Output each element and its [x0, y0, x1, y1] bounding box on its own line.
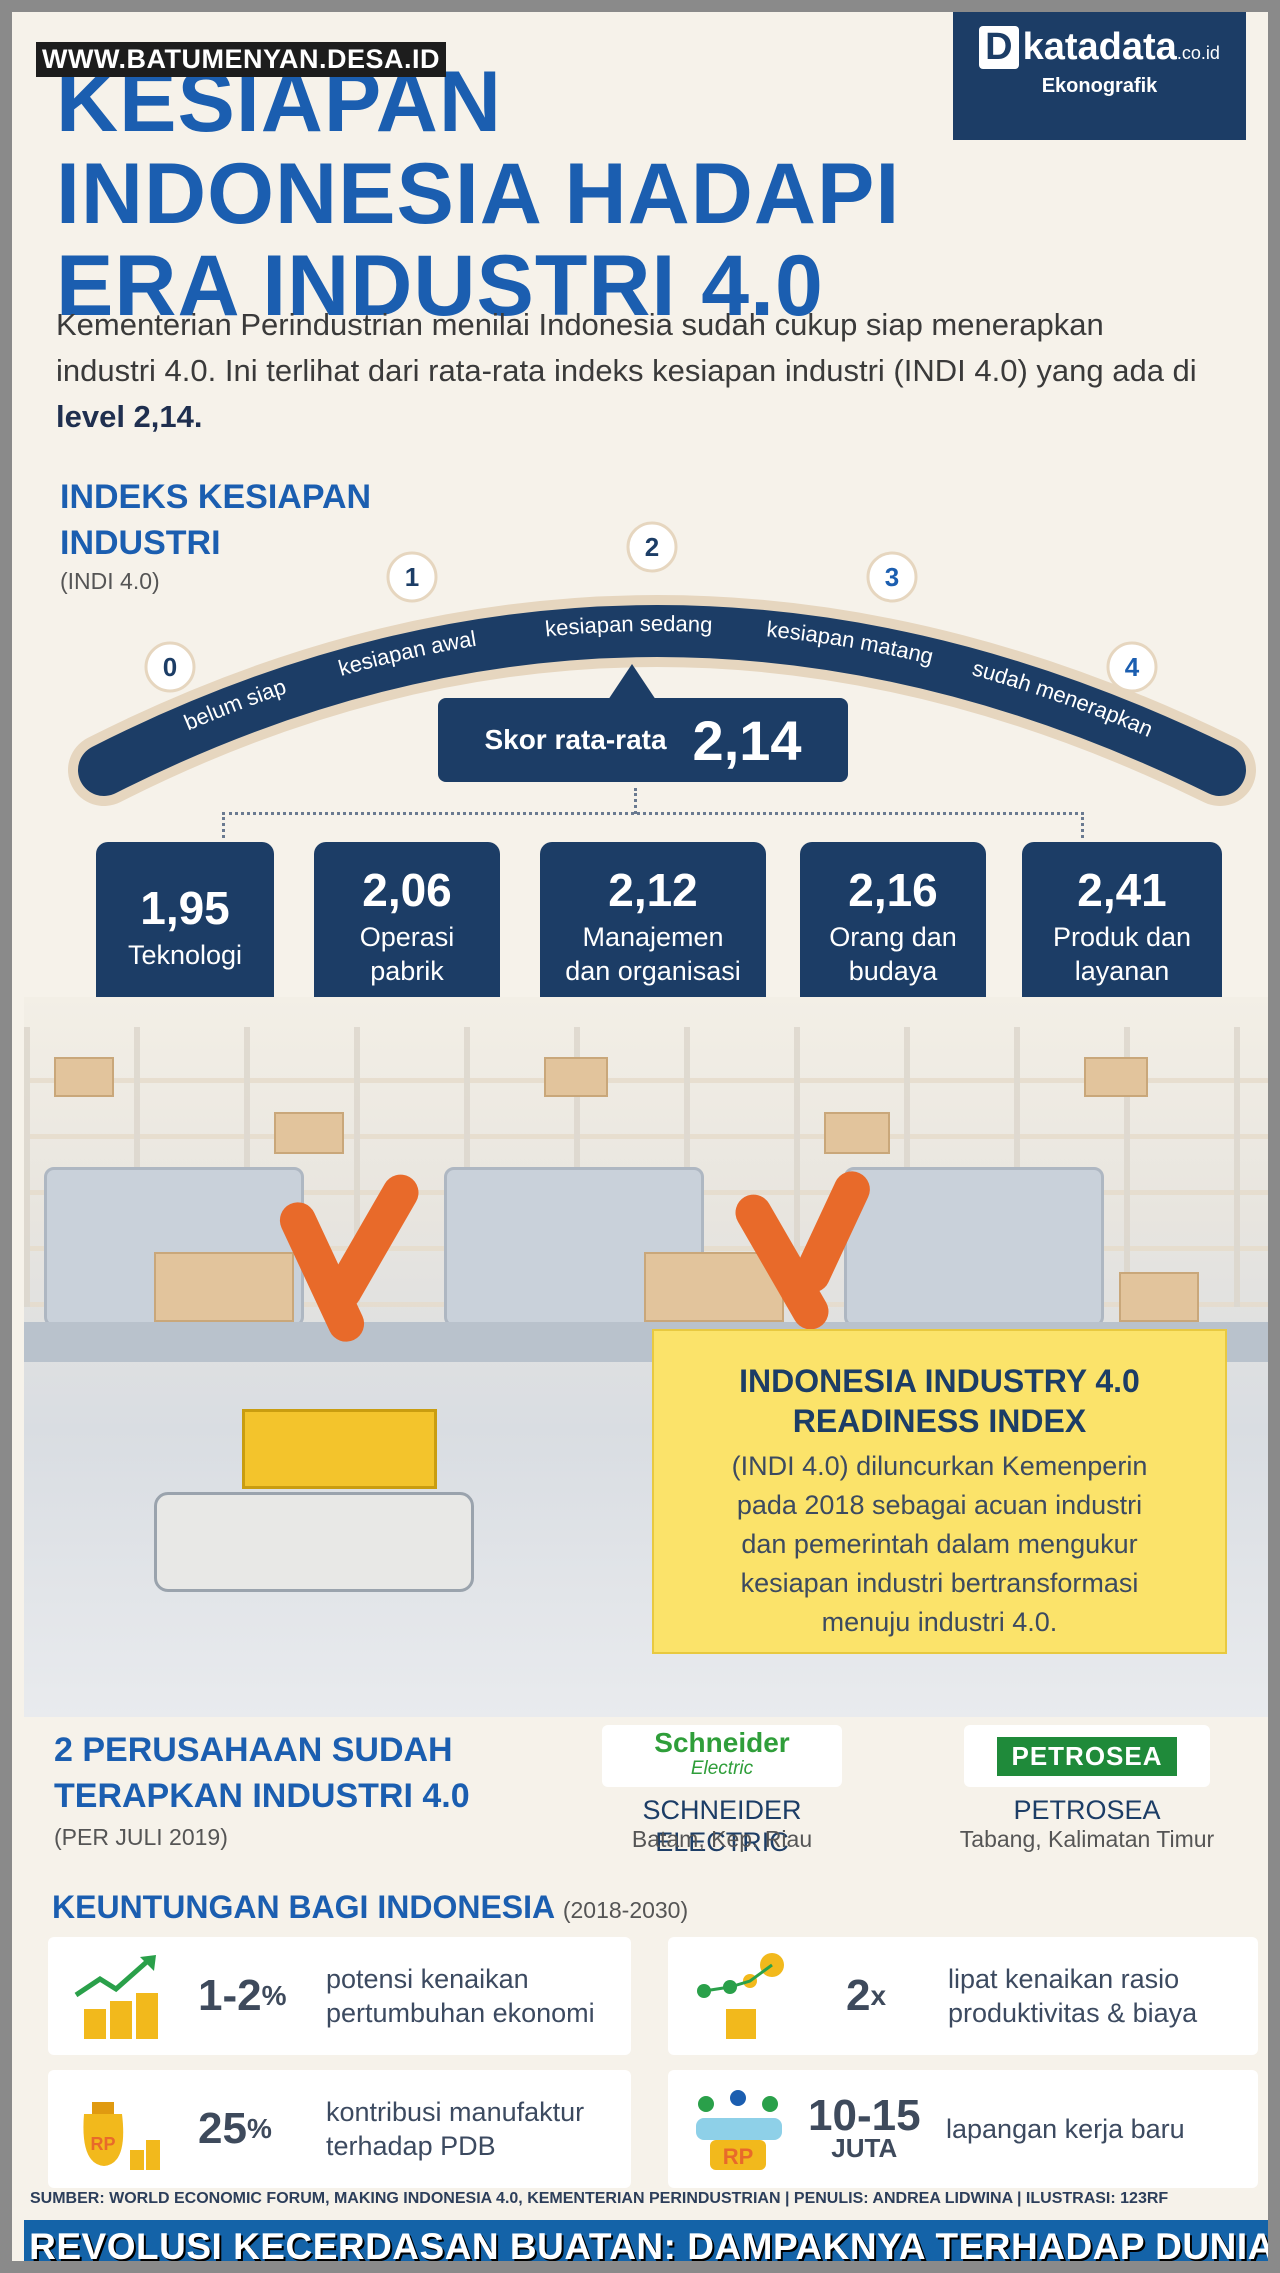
schneider-logo: Schneider Electric — [602, 1725, 842, 1787]
growth-chart-coins-icon — [74, 1955, 158, 2039]
card-operasi-pabrik: 2,06 Operasi pabrik — [314, 842, 500, 1014]
intro-text: Kementerian Perindustrian menilai Indone… — [56, 307, 1197, 434]
company-name-petrosea: PETROSEA — [1013, 1795, 1161, 1825]
svg-text:RP: RP — [90, 2134, 115, 2154]
scale-3: 3 — [885, 562, 899, 592]
index-subtitle: (INDI 4.0) — [60, 568, 160, 594]
money-bag-icon: RP — [83, 2102, 160, 2170]
benefit-text: lapangan kerja baru — [946, 2114, 1185, 2144]
benefit-growth: 1-2% potensi kenaikan pertumbuhan ekonomi — [48, 1937, 631, 2055]
connector-bracket — [222, 812, 1084, 838]
card-teknologi: 1,95 Teknologi — [96, 842, 274, 1014]
company-location-petrosea: Tabang, Kalimatan Timur — [959, 1826, 1215, 1852]
sources-credits: SUMBER: WORLD ECONOMIC FORUM, MAKING IND… — [30, 2190, 1169, 2207]
benefit-value: 10-15 JUTA — [808, 2091, 921, 2163]
benefit-jobs: RP 10-15 JUTA lapangan kerja baru — [668, 2070, 1258, 2188]
scale-4: 4 — [1125, 652, 1140, 682]
score-value: 2,14 — [692, 708, 802, 772]
petrosea-logo: PETROSEA — [964, 1725, 1210, 1787]
card-produk-layanan: 2,41 Produk dan layanan — [1022, 842, 1222, 1014]
footer-banner: REVOLUSI KECERDASAN BUATAN: DAMPAKNYA TE… — [24, 2220, 1268, 2261]
yellow-crate — [242, 1409, 437, 1489]
average-score: Skor rata-rata 2,14 — [438, 664, 848, 782]
benefit-text: potensi kenaikan pertumbuhan ekonomi — [326, 1964, 595, 2028]
machine-3 — [844, 1167, 1104, 1327]
productivity-coins-icon — [697, 1953, 784, 2039]
agv-robot — [154, 1492, 474, 1592]
benefit-text: kontribusi manufaktur terhadap PDB — [326, 2097, 585, 2161]
card-orang-budaya: 2,16 Orang dan budaya — [800, 842, 986, 1014]
scale-0: 0 — [163, 652, 177, 682]
jobs-people-icon: RP — [696, 2090, 782, 2170]
index-title: INDEKS KESIAPAN INDUSTRI — [60, 478, 372, 562]
benefit-value: 1-2% — [198, 1971, 287, 2020]
svg-text:RP: RP — [723, 2144, 754, 2169]
benefit-gdp: RP 25% kontribusi manufaktur terhadap PDB — [48, 2070, 631, 2188]
scale-markers: 0 1 2 3 4 — [144, 521, 1158, 693]
scale-2: 2 — [645, 532, 659, 562]
card-manajemen-organisasi: 2,12 Manajemen dan organisasi — [540, 842, 766, 1014]
benefit-text: lipat kenaikan rasio produktivitas & biay… — [948, 1964, 1198, 2028]
info-box: INDONESIA INDUSTRY 4.0 READINESS INDEX (I… — [652, 1329, 1227, 1654]
pillar-cards: 1,95 Teknologi 2,06 Operasi pabrik 2,12 M… — [96, 842, 1226, 1014]
brand-sub: Ekonografik — [1041, 75, 1158, 97]
watermark: WWW.BATUMENYAN.DESA.ID — [36, 42, 446, 77]
katadata-d-icon: D — [979, 26, 1019, 69]
company-location-schneider: Batam, Kep. Riau — [631, 1826, 813, 1852]
company-name-schneider: SCHNEIDER ELECTRIC — [642, 1795, 802, 1857]
scale-1: 1 — [405, 562, 419, 592]
score-label: Skor rata-rata — [484, 724, 667, 755]
readiness-scale-arc: belum siap kesiapan awal kesiapan sedang… — [68, 521, 1256, 806]
companies-subtitle: (PER JULI 2019) — [54, 1824, 228, 1850]
benefit-value: 25% — [198, 2104, 272, 2153]
connector-line — [634, 788, 637, 814]
companies-title: 2 PERUSAHAAN SUDAH TERAPKAN INDUSTRI 4.0 — [54, 1731, 470, 1815]
page-title: KESIAPAN INDONESIA HADAPI ERA INDUSTRI 4… — [56, 54, 901, 334]
benefits-title: KEUNTUNGAN BAGI INDONESIA (2018-2030) — [52, 1889, 689, 1925]
